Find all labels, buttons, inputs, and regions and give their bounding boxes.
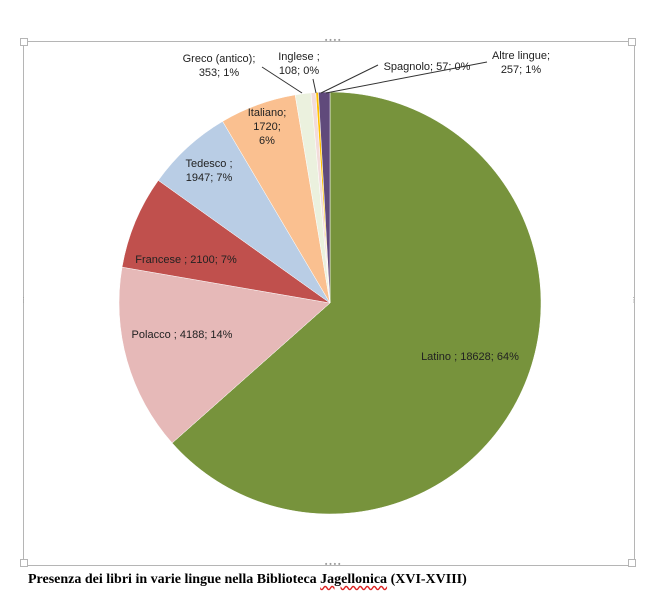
caption-text-after: (XVI-XVIII) <box>387 572 467 587</box>
slice-label: Francese ; 2100; 7% <box>135 254 237 266</box>
leader-line <box>261 66 303 94</box>
resize-handle-top[interactable]: ∙∙∙∙ <box>324 36 342 44</box>
resize-corner-tr[interactable] <box>628 38 636 46</box>
slice-label: Spagnolo; 57; 0% <box>384 61 471 73</box>
caption-text-before: Presenza dei libri in varie lingue nella… <box>28 572 321 587</box>
leader-line <box>325 61 488 94</box>
slice-label: Italiano; 1720; 6% <box>248 107 287 147</box>
slice-label: Inglese ; 108; 0% <box>278 51 320 77</box>
resize-corner-br[interactable] <box>628 559 636 567</box>
chart-caption: Presenza dei libri in varie lingue nella… <box>28 572 648 588</box>
slice-label: Latino ; 18628; 64% <box>421 351 519 363</box>
resize-corner-bl[interactable] <box>20 559 28 567</box>
slice-label: Greco (antico); 353; 1% <box>183 53 256 79</box>
pie-slice-latino[interactable] <box>171 91 542 515</box>
caption-text-flagged: Jagellonica <box>320 572 388 587</box>
resize-handle-right[interactable]: ⋮ <box>630 296 637 304</box>
pie-slice-polacco[interactable] <box>118 266 331 444</box>
pie-chart: Latino ; 18628; 64% Polacco ; 4188; 14% Fr… <box>118 50 550 515</box>
leader-line <box>312 78 317 94</box>
resize-corner-tl[interactable] <box>20 38 28 46</box>
slice-label: Altre lingue; 257; 1% <box>492 50 550 76</box>
slice-label: Tedesco ; 1947; 7% <box>185 158 232 184</box>
slice-label: Polacco ; 4188; 14% <box>132 329 233 341</box>
resize-handle-bottom[interactable]: ∙∙∙∙ <box>324 560 342 568</box>
leader-line <box>320 64 379 94</box>
resize-handle-left[interactable]: ⋮ <box>20 296 27 304</box>
